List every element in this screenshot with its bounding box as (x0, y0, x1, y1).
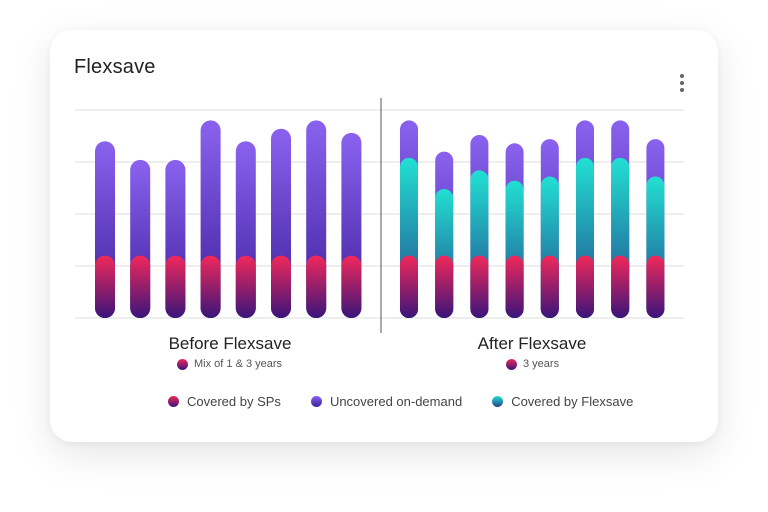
bar-covered-sps (271, 255, 291, 318)
legend-item-uncovered-on-demand[interactable]: Uncovered on-demand (310, 394, 463, 409)
bar-covered-sps (200, 255, 221, 318)
legend-item-covered-sps[interactable]: Covered by SPs (168, 394, 281, 409)
flexsave-card (50, 30, 718, 442)
bar-covered-sps (95, 255, 115, 318)
bar-covered-sps (130, 255, 151, 318)
group-sublabel-after-text: 3 years (523, 358, 560, 370)
bar-covered-sps (470, 255, 489, 318)
group-label-after: After Flexsave (477, 334, 587, 353)
legend-label: Covered by SPs (187, 394, 281, 409)
group-label-before: Before Flexsave (168, 334, 292, 353)
bar-covered-sps (235, 255, 256, 318)
group-sublabel-after: 3 years (506, 358, 559, 370)
covered-sps-swatch-icon (168, 396, 179, 407)
legend-item-covered-flexsave[interactable]: Covered by Flexsave (492, 394, 633, 409)
covered-sps-dot-icon (177, 358, 188, 370)
bar-covered-sps (435, 255, 454, 318)
bar-covered-sps (400, 255, 418, 318)
bar-covered-sps (576, 255, 594, 318)
flexsave-swatch-icon (492, 396, 504, 407)
more-vert-icon[interactable] (676, 72, 688, 94)
legend-label: Covered by Flexsave (511, 394, 634, 409)
covered-sps-dot-icon (506, 358, 517, 370)
bar-covered-sps (505, 255, 524, 318)
bar-covered-sps (341, 255, 362, 318)
bar-covered-sps (646, 255, 665, 318)
group-sublabel-before: Mix of 1 & 3 years (177, 358, 282, 370)
legend-label: Uncovered on-demand (329, 394, 463, 409)
bar-covered-sps (165, 255, 186, 318)
card-title: Flexsave (74, 56, 156, 78)
uncovered-swatch-icon (310, 396, 322, 407)
bar-covered-sps (611, 255, 630, 318)
bar-covered-sps (540, 255, 559, 318)
group-sublabel-before-text: Mix of 1 & 3 years (194, 358, 283, 370)
chart-legend: Covered by SPs Uncovered on-demand Cover… (168, 394, 633, 409)
bar-covered-sps (306, 255, 327, 318)
